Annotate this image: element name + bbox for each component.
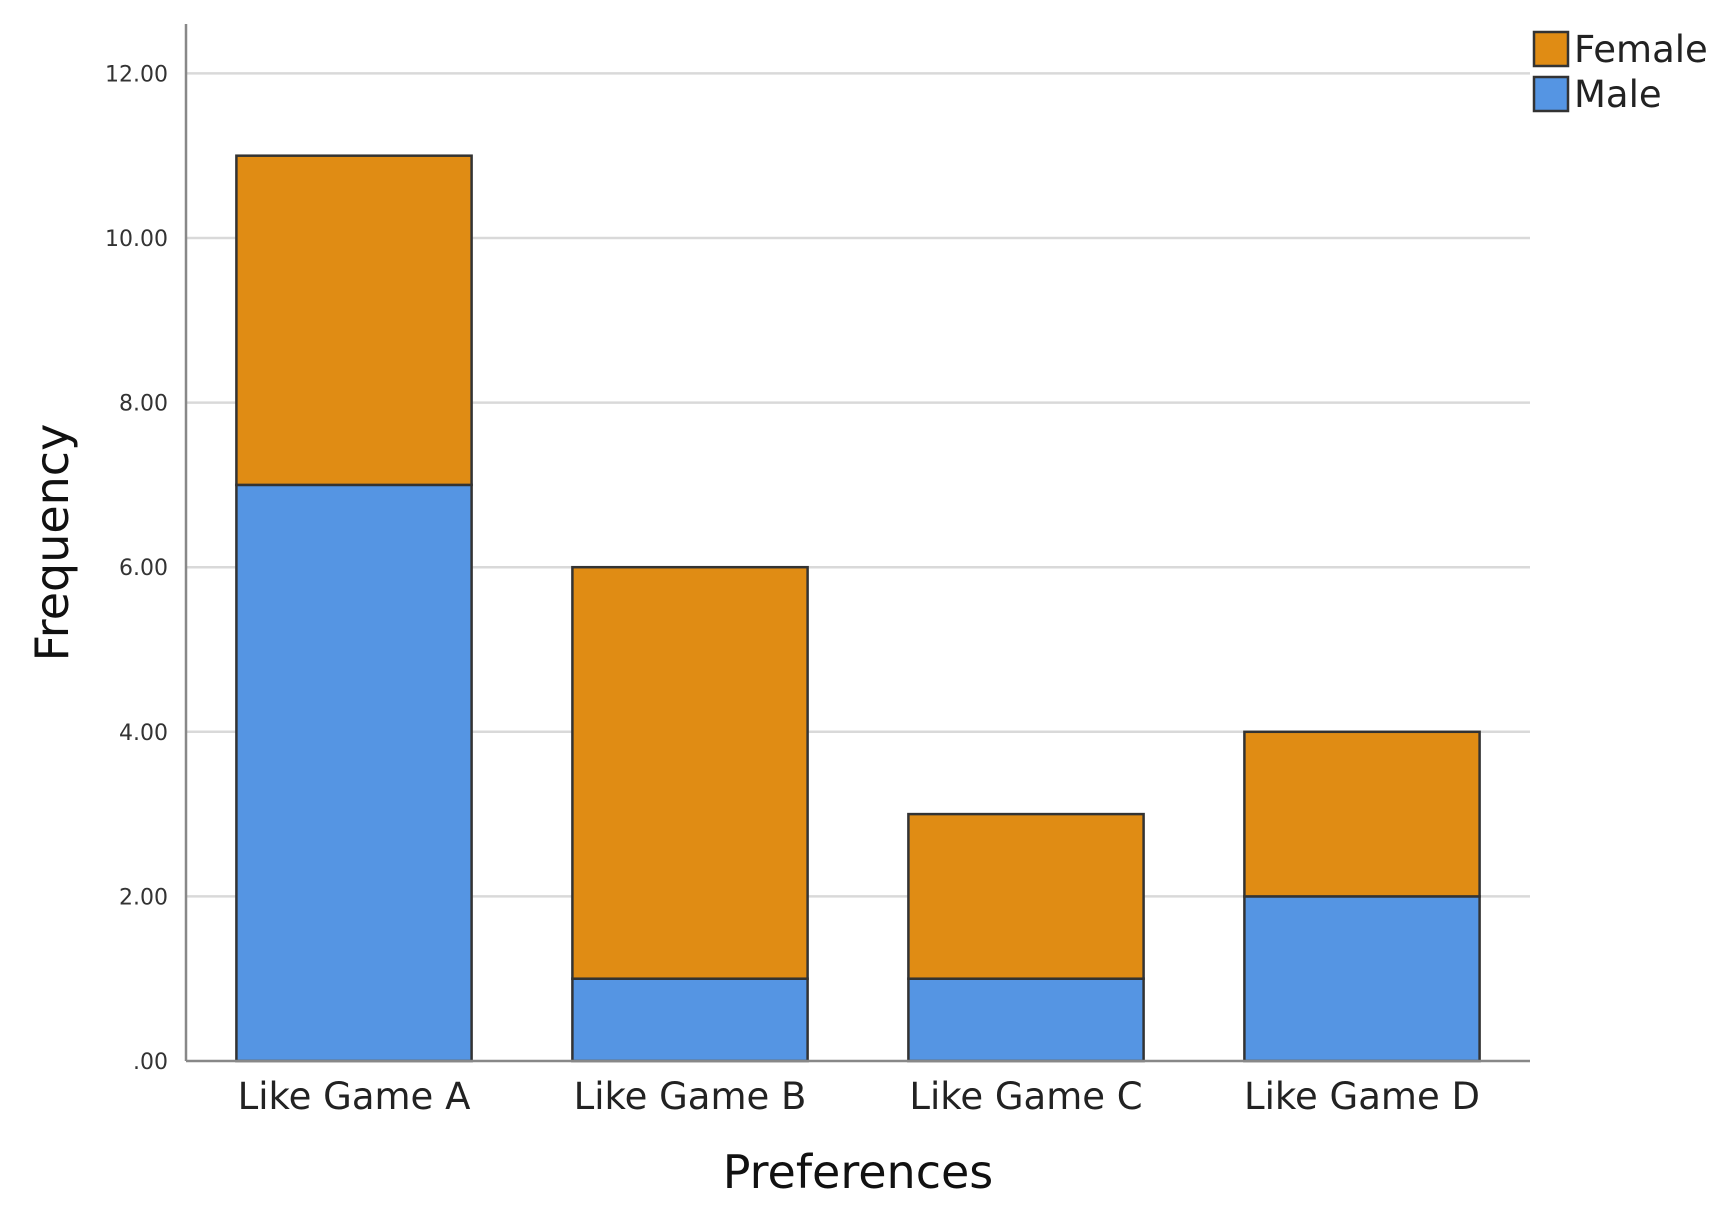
x-tick-label: Like Game C — [909, 1075, 1142, 1118]
bar-segment-male — [907, 977, 1145, 1063]
bar-segment-male — [235, 483, 473, 1063]
bar-segment-female — [907, 812, 1145, 980]
bars — [235, 154, 1481, 1063]
y-tick-label: 10.00 — [105, 227, 168, 252]
legend-label-female: Female — [1574, 28, 1708, 71]
y-tick-label: 12.00 — [105, 62, 168, 87]
x-tick-label: Like Game D — [1244, 1075, 1480, 1118]
bar-segment-male — [571, 977, 809, 1063]
y-tick-labels: .00 2.00 4.00 6.00 8.00 10.00 12.00 — [105, 62, 168, 1075]
legend-swatch-male — [1532, 75, 1570, 113]
y-tick-label: 2.00 — [119, 885, 168, 910]
legend-swatch-female — [1532, 30, 1570, 68]
axes — [184, 24, 1530, 1063]
bar-segment-female — [1243, 730, 1481, 898]
legend-label-male: Male — [1574, 73, 1662, 116]
y-tick-label: .00 — [133, 1050, 168, 1075]
y-tick-label: 8.00 — [119, 392, 168, 417]
x-tick-labels: Like Game A Like Game B Like Game C Like Ga… — [238, 1075, 1480, 1118]
y-axis-title: Frequency — [25, 424, 79, 662]
x-tick-label: Like Game B — [574, 1075, 807, 1118]
x-axis-title: Preferences — [723, 1145, 994, 1199]
bar-segment-female — [235, 154, 473, 487]
y-tick-label: 6.00 — [119, 556, 168, 581]
bar-segment-female — [571, 565, 809, 980]
y-tick-label: 4.00 — [119, 721, 168, 746]
x-tick-label: Like Game A — [238, 1075, 471, 1118]
bar-segment-male — [1243, 895, 1481, 1063]
